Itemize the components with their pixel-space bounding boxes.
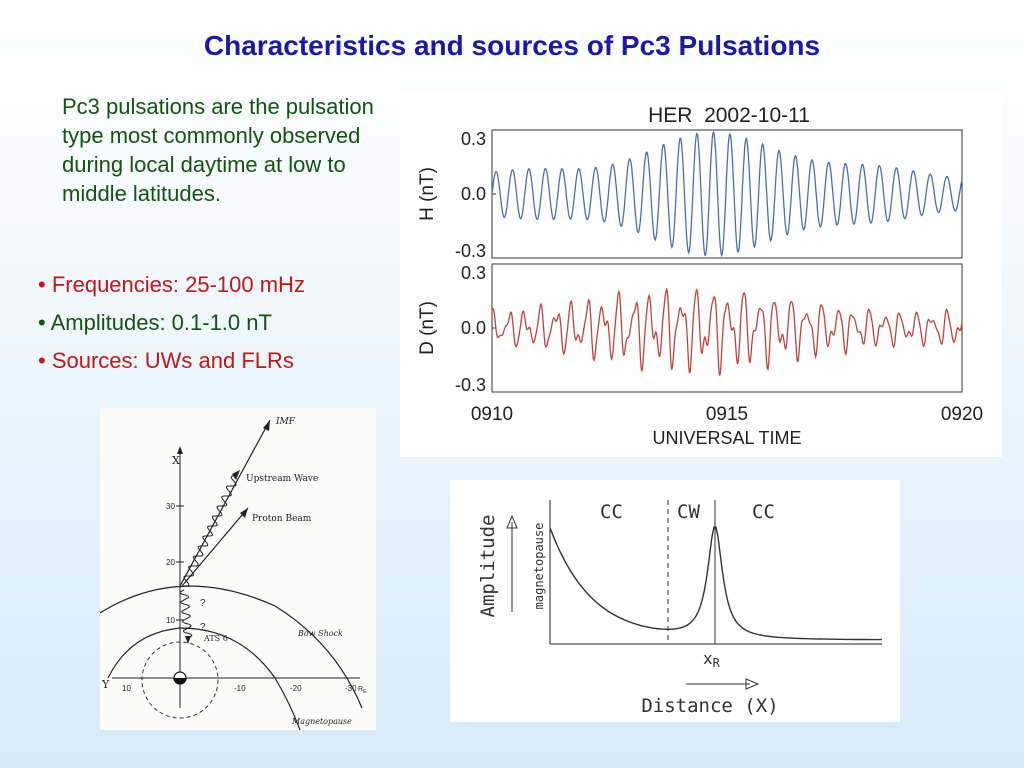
proton-beam-line	[181, 507, 249, 587]
ytick-10: 10	[122, 684, 131, 693]
amplitude-arrow-head	[506, 514, 518, 529]
bow-shock-diagram: X Y 30 20 10 10 -10 -20 -30 RE Bow Shock…	[100, 408, 376, 730]
magnetometer-chart: HER 2002-10-11 0.3 0.0 -0.3 0.3 0.0 -0.3…	[400, 92, 1002, 457]
bullet-frequencies: • Frequencies: 25-100 mHz	[38, 272, 305, 297]
resonance-marker-sub: R	[713, 656, 721, 670]
h-series-line	[491, 130, 963, 258]
h-ytick-top: 0.3	[461, 129, 486, 149]
earth-shade	[174, 678, 186, 684]
bow-shock-curve	[100, 585, 363, 709]
y-axis-label: Y	[101, 678, 110, 691]
d-panel-frame	[491, 263, 963, 393]
chart-xlabel: UNIVERSAL TIME	[652, 428, 801, 448]
upstream-wave-label: Upstream Wave	[246, 474, 318, 484]
region-label-cc-right: CC	[752, 501, 775, 523]
imf-label: IMF	[275, 417, 296, 427]
magnetopause-curve	[107, 627, 301, 730]
bullet-sources-text: Sources: UWs and FLRs	[51, 348, 294, 373]
re-unit-sub: E	[363, 689, 367, 695]
d-ytick-top: 0.3	[461, 263, 486, 283]
chart-title: HER 2002-10-11	[648, 104, 810, 127]
d-series-line	[491, 287, 963, 376]
ytick-neg20: -20	[290, 684, 302, 693]
xtick-30: 30	[166, 502, 175, 511]
orbit-circle	[141, 641, 219, 719]
h-ytick-bottom: -0.3	[455, 241, 486, 261]
magnetopause-label: Magnetopause	[291, 717, 352, 726]
bullet-amplitudes-text: Amplitudes: 0.1-1.0 nT	[50, 310, 272, 335]
d-ytick-mid: 0.0	[461, 318, 486, 338]
h-panel-frame	[491, 129, 963, 259]
xtick-0920: 0920	[941, 404, 983, 425]
bow-shock-label: Bow Shock	[297, 629, 343, 638]
flr-amplitude-chart-svg: CC CW CC xR Amplitude magnetopause Dista…	[477, 500, 882, 717]
ytick-neg10: -10	[234, 684, 246, 693]
distance-arrow-head	[745, 678, 760, 690]
d-ylabel: D (nT)	[417, 301, 438, 355]
downward-wave-path	[179, 589, 193, 639]
xtick-10: 10	[166, 616, 175, 625]
imf-line	[179, 419, 271, 587]
proton-beam-label: Proton Beam	[252, 514, 312, 524]
amplitude-curve	[549, 526, 882, 641]
magnetometer-chart-svg: HER 2002-10-11 0.3 0.0 -0.3 0.3 0.0 -0.3…	[417, 104, 983, 448]
h-ylabel: H (nT)	[417, 167, 438, 221]
ats6-label: ATS 6	[203, 634, 228, 643]
re-unit-main: R	[358, 686, 363, 693]
intro-text: Pc3 pulsations are the pulsation type mo…	[62, 94, 374, 206]
slide-title: Characteristics and sources of Pc3 Pulsa…	[203, 30, 821, 61]
region-label-cc-left: CC	[600, 501, 623, 523]
xtick-0910: 0910	[471, 404, 513, 425]
upstream-wave-path	[183, 475, 237, 587]
flr-xlabel: Distance (X)	[641, 695, 778, 717]
ytick-neg30: -30	[345, 684, 357, 693]
re-unit: RE	[358, 686, 367, 695]
bullet-amplitudes: • Amplitudes: 0.1-1.0 nT	[38, 310, 272, 335]
bullet-sources: • Sources: UWs and FLRs	[38, 348, 294, 373]
d-ytick-bottom: -0.3	[455, 375, 486, 395]
h-ytick-mid: 0.0	[461, 184, 486, 204]
xtick-20: 20	[166, 558, 175, 567]
xtick-0915: 0915	[706, 404, 748, 425]
bullet-frequencies-text: Frequencies: 25-100 mHz	[51, 272, 305, 297]
bullet-list: • Frequencies: 25-100 mHz • Amplitudes: …	[38, 272, 305, 386]
resonance-marker-label: xR	[703, 649, 721, 670]
question-mark-1: ?	[200, 598, 206, 609]
region-label-cw: CW	[677, 501, 700, 523]
resonance-marker-main: x	[703, 649, 713, 668]
x-axis-label: X	[172, 454, 180, 467]
flr-ylabel: Amplitude	[477, 515, 499, 618]
question-mark-2: ?	[200, 622, 206, 633]
magnetopause-vertical-label: magnetopause	[532, 523, 546, 610]
bow-shock-diagram-svg: X Y 30 20 10 10 -10 -20 -30 RE Bow Shock…	[100, 417, 367, 730]
flr-amplitude-chart: CC CW CC xR Amplitude magnetopause Dista…	[450, 480, 900, 722]
